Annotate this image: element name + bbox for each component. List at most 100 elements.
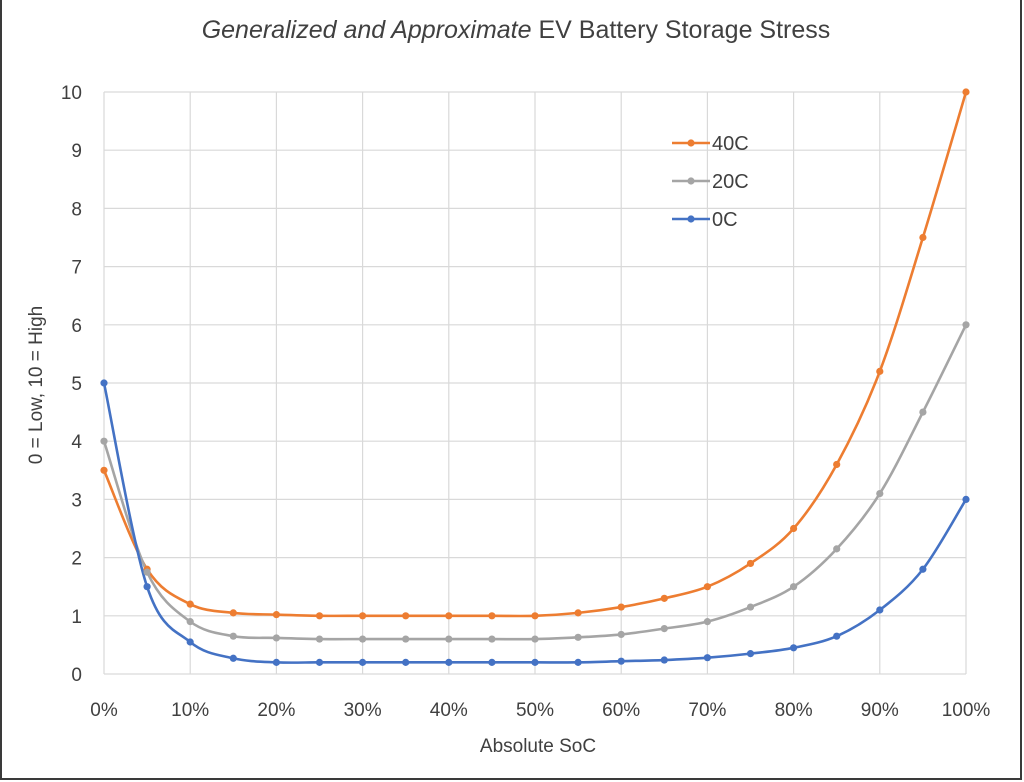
data-point-0C [876, 606, 884, 614]
x-tick-label: 80% [775, 700, 813, 721]
series-line-40C [102, 91, 968, 618]
data-point-20C [531, 635, 539, 643]
data-point-40C [445, 612, 453, 620]
data-point-0C [315, 658, 324, 666]
data-point-0C [445, 658, 453, 666]
data-point-40C [617, 603, 625, 611]
data-point-0C [229, 654, 237, 662]
data-point-40C [402, 612, 410, 620]
data-point-0C [402, 658, 410, 666]
data-point-40C [876, 367, 884, 375]
chart-title: Generalized and Approximate EV Battery S… [202, 16, 831, 44]
data-point-0C [790, 644, 798, 652]
data-point-0C [919, 565, 927, 573]
data-point-20C [746, 603, 755, 611]
data-point-0C [143, 583, 151, 591]
y-tick-label: 3 [71, 490, 82, 511]
data-point-0C [272, 658, 280, 666]
x-tick-label: 10% [171, 700, 209, 721]
x-tick-label: 100% [942, 700, 991, 721]
data-point-0C [833, 632, 841, 640]
data-point-0C [746, 650, 755, 658]
x-tick-label: 0% [90, 700, 118, 721]
legend-marker-40C [687, 139, 695, 147]
data-point-40C [531, 612, 539, 620]
data-point-40C [746, 559, 755, 568]
y-tick-label: 9 [71, 141, 82, 162]
y-tick-label: 10 [61, 83, 82, 104]
data-point-40C [703, 583, 712, 591]
x-axis-ticks: 0% 10% 20% 30% 40% 50% 60% 70% 80% 90% 100% [90, 700, 990, 721]
x-tick-label: 60% [602, 700, 640, 721]
gridlines [103, 91, 967, 675]
chart-title-rest: EV Battery Storage Stress [532, 16, 831, 44]
data-point-40C [962, 88, 970, 96]
data-point-20C [833, 545, 841, 553]
data-point-40C [833, 460, 841, 469]
series-line-0C [102, 382, 968, 664]
data-point-40C [315, 612, 324, 620]
data-point-0C [703, 654, 712, 662]
data-point-20C [315, 635, 324, 643]
data-point-40C [790, 524, 798, 533]
y-axis-ticks: 0 1 2 3 4 5 6 7 8 9 10 [61, 83, 83, 686]
y-axis-title: 0 = Low, 10 = High [26, 306, 47, 464]
data-point-40C [660, 594, 668, 602]
x-tick-label: 70% [688, 700, 726, 721]
y-tick-label: 8 [71, 199, 82, 220]
data-point-20C [229, 632, 237, 640]
data-point-20C [272, 634, 280, 642]
data-point-40C [574, 609, 582, 617]
data-point-20C [876, 489, 884, 498]
x-tick-label: 90% [861, 700, 899, 721]
x-tick-label: 50% [516, 700, 554, 721]
data-point-40C [100, 466, 108, 474]
data-point-20C [445, 635, 453, 643]
data-point-0C [660, 656, 668, 664]
data-point-20C [919, 408, 927, 416]
x-tick-label: 40% [430, 700, 468, 721]
legend-label-20C: 20C [712, 171, 749, 193]
data-point-20C [660, 625, 668, 633]
data-point-40C [186, 600, 194, 608]
data-point-0C [531, 658, 539, 666]
data-point-20C [617, 630, 625, 639]
data-point-0C [186, 638, 194, 646]
data-point-40C [272, 611, 280, 619]
y-tick-label: 1 [71, 607, 82, 628]
y-tick-label: 5 [71, 374, 82, 395]
y-tick-label: 6 [71, 316, 82, 337]
data-point-20C [790, 583, 798, 591]
y-tick-label: 7 [71, 258, 82, 279]
data-point-20C [703, 618, 712, 626]
y-tick-label: 2 [71, 549, 82, 570]
data-point-20C [574, 633, 582, 641]
y-tick-label: 0 [71, 665, 82, 686]
data-point-40C [919, 233, 927, 242]
data-point-0C [617, 657, 625, 665]
y-tick-label: 4 [71, 432, 82, 453]
legend-label-40C: 40C [712, 133, 749, 155]
data-point-20C [359, 635, 367, 643]
data-point-20C [488, 635, 496, 643]
data-point-20C [143, 568, 151, 576]
x-tick-label: 20% [257, 700, 295, 721]
legend: 40C 20C 0C [672, 133, 749, 231]
legend-marker-20C [687, 177, 695, 185]
data-point-40C [359, 612, 367, 620]
data-point-0C [488, 658, 496, 666]
data-point-0C [962, 495, 970, 503]
data-point-20C [186, 618, 194, 626]
series-points [100, 88, 970, 666]
legend-label-0C: 0C [712, 209, 738, 231]
data-point-20C [962, 321, 970, 329]
data-point-20C [100, 437, 108, 445]
data-point-0C [100, 379, 108, 387]
legend-marker-0C [687, 215, 695, 223]
data-point-40C [229, 609, 237, 617]
data-point-0C [574, 658, 582, 666]
data-point-20C [402, 635, 410, 643]
data-point-0C [359, 658, 367, 666]
